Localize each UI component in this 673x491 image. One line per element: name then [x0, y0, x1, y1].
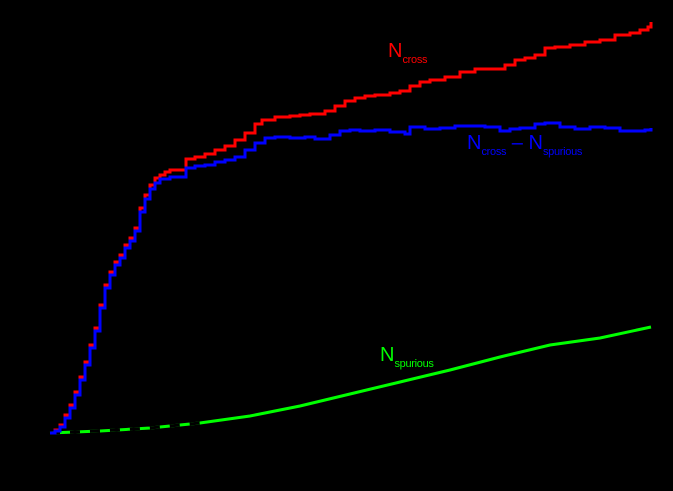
label-n-cross: Ncross: [388, 40, 428, 66]
label-n-spurious-main: N: [380, 344, 395, 366]
series-n-spurious-dash-overlay: [49, 421, 201, 435]
label-n-spurious-sub: spurious: [394, 358, 434, 370]
label-diff-main: N: [467, 132, 482, 154]
label-diff-main2: N: [528, 132, 543, 154]
axes: [49, 15, 651, 435]
label-n-cross-minus-n-spurious: Ncross – Nspurious: [467, 132, 583, 158]
series-n-cross-minus-n-spurious: [50, 121, 653, 435]
label-n-cross-main: N: [388, 40, 403, 62]
series-n-cross: [50, 22, 653, 435]
label-diff-sub: cross: [481, 146, 507, 158]
label-diff-op: –: [506, 132, 529, 154]
label-n-cross-sub: cross: [402, 54, 428, 66]
label-n-spurious: Nspurious: [380, 344, 434, 370]
label-diff-sub2: spurious: [542, 146, 583, 158]
